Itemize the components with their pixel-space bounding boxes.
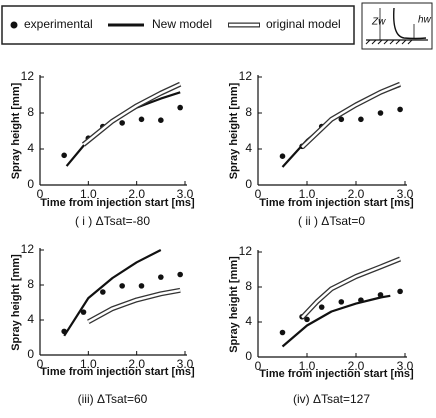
panel-caption: (iv) ΔTsat=127 [293,392,370,406]
data-point [338,299,345,305]
x-axis-label: Time from injection start [ms] [259,368,414,380]
data-point [358,116,364,123]
data-point [119,120,125,126]
data-point [61,152,67,159]
data-point [304,316,310,323]
data-point [279,329,286,336]
y-tick-label: 8 [27,277,34,291]
y-tick-label: 12 [239,69,253,83]
legend-box [1,5,355,45]
x-tick-label: 2.0 [128,357,145,371]
model-line-inner [87,289,181,323]
x-tick-label: 3.0 [397,187,414,201]
panel-caption: ( ii ) ΔTsat=0 [298,214,365,228]
data-point [397,106,403,113]
model-line-inner [301,257,401,319]
model-line [87,287,181,324]
x-tick-label: 2.0 [348,359,365,373]
y-tick-label: 12 [239,244,253,258]
x-axis-label: Time from injection start [ms] [40,197,195,209]
model-line [63,249,162,337]
x-tick-label: 3.0 [397,359,414,373]
y-tick-label: 12 [21,242,35,256]
x-tick-label: 2.0 [128,187,145,201]
panel: 0 4 8 12 0 1.0 2.0 3.0 Spray height [mm] Time fro… [10,242,195,406]
y-tick-label: 4 [245,141,252,155]
data-point [80,309,87,315]
panel: 0 4 8 12 0 1.0 2.0 3.0 Spray height [mm] Time fro… [228,244,414,406]
x-tick-label: 1.0 [299,187,316,201]
data-point [338,116,345,123]
x-tick-label: 0 [255,187,262,201]
x-tick-label: 3.0 [177,357,194,371]
y-tick-label: 8 [245,105,252,119]
x-tick-label: 1.0 [80,187,97,201]
model-line-inner [82,83,181,146]
y-tick-label: 0 [27,177,34,191]
y-tick-label: 4 [245,314,252,328]
legend-label: original model [266,17,341,31]
y-axis-label: Spray height [mm] [228,82,240,179]
data-point [138,283,145,289]
data-point [177,104,183,111]
x-tick-label: 3.0 [177,187,194,201]
y-tick-label: 8 [245,279,252,293]
y-tick-label: 0 [245,349,252,363]
legend-label: New model [152,17,212,31]
legend-symbol [10,21,18,29]
data-point [158,274,164,280]
y-tick-label: 12 [21,69,35,83]
model-line [300,256,402,320]
data-point [177,271,183,278]
x-axis-label: Time from injection start [ms] [40,366,195,378]
panel: 0 4 8 12 0 1.0 2.0 3.0 Spray height [mm] Time fro… [228,69,414,228]
x-tick-label: 1.0 [80,357,97,371]
y-axis-label: Spray height [mm] [10,82,22,179]
data-point [279,153,286,159]
inset-label: Zw [371,17,386,28]
data-point [158,117,164,123]
model-line [65,91,181,167]
wall-hatch [365,39,413,45]
data-point [397,288,403,295]
data-point [138,116,145,123]
inset: Zw hw [361,2,433,50]
x-tick-label: 1.0 [299,359,316,373]
x-axis-label: Time from injection start [ms] [259,197,414,209]
model-line [300,81,402,150]
panel: 0 4 8 12 0 1.0 2.0 3.0 Spray height [mm] Time fro… [10,69,195,228]
legend-label: experimental [24,17,93,31]
data-point [318,304,325,310]
y-tick-label: 4 [27,141,34,155]
data-point [119,283,125,289]
y-axis-label: Spray height [mm] [228,256,240,353]
spray-shape [393,7,427,40]
x-tick-label: 0 [37,357,44,371]
y-tick-label: 8 [27,105,34,119]
panel-caption: ( i ) ΔTsat=-80 [75,214,150,228]
y-tick-label: 0 [245,177,252,191]
data-point [377,110,384,116]
x-tick-label: 0 [37,187,44,201]
model-line [281,294,391,348]
y-tick-label: 0 [27,347,34,361]
y-tick-label: 4 [27,312,34,326]
x-tick-label: 2.0 [348,187,365,201]
model-line-inner [301,83,401,149]
model-line [81,81,182,147]
model-line [281,84,401,168]
x-tick-label: 0 [255,359,262,373]
inset-box [361,2,433,50]
panel-caption: (iii) ΔTsat=60 [78,392,148,406]
inset-label: hw [418,15,432,26]
y-axis-label: Spray height [mm] [10,254,22,351]
data-point [100,289,106,295]
